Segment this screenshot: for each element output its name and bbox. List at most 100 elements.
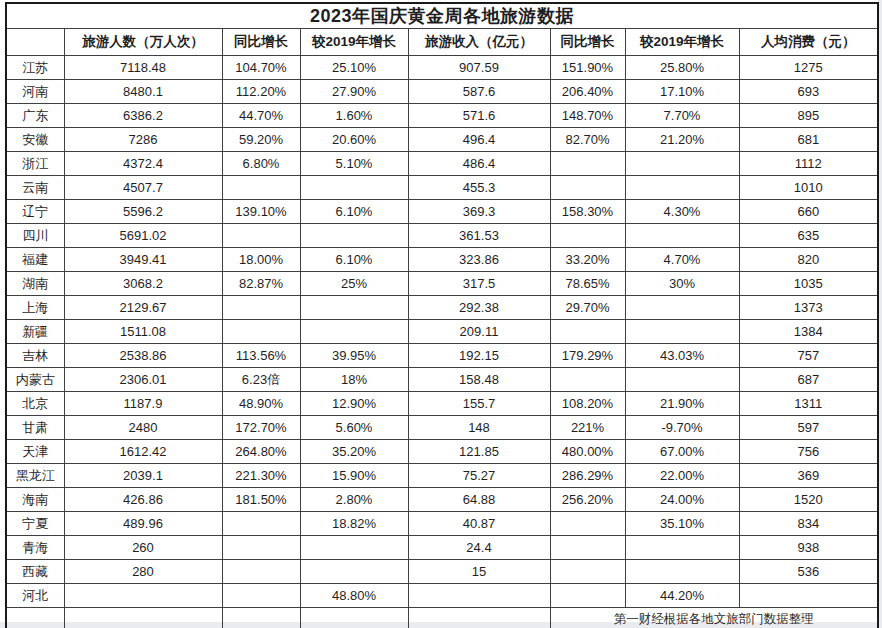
data-cell[interactable]: 22.00% (625, 464, 739, 488)
data-cell[interactable]: 221% (550, 416, 625, 440)
data-cell[interactable]: 78.65% (550, 272, 625, 296)
data-cell[interactable] (300, 560, 408, 584)
data-cell[interactable]: 82.70% (550, 128, 625, 152)
data-cell[interactable] (550, 368, 625, 392)
data-cell[interactable]: 480.00% (550, 440, 625, 464)
data-cell[interactable]: 155.7 (408, 392, 550, 416)
province-cell[interactable]: 宁夏 (6, 512, 64, 536)
data-cell[interactable] (222, 560, 300, 584)
selected-cell[interactable] (6, 608, 64, 628)
data-cell[interactable]: 260 (64, 536, 222, 560)
data-cell[interactable] (625, 560, 739, 584)
data-cell[interactable] (300, 296, 408, 320)
data-cell[interactable] (222, 176, 300, 200)
data-cell[interactable]: 21.20% (625, 128, 739, 152)
data-cell[interactable]: 48.90% (222, 392, 300, 416)
data-cell[interactable]: 2039.1 (64, 464, 222, 488)
data-cell[interactable]: 938 (739, 536, 878, 560)
data-cell[interactable]: 496.4 (408, 128, 550, 152)
province-cell[interactable]: 河北 (6, 584, 64, 608)
data-cell[interactable]: 4372.4 (64, 152, 222, 176)
data-cell[interactable] (300, 224, 408, 248)
data-cell[interactable]: 1612.42 (64, 440, 222, 464)
province-cell[interactable]: 新疆 (6, 320, 64, 344)
data-cell[interactable]: 536 (739, 560, 878, 584)
data-cell[interactable]: 5.60% (300, 416, 408, 440)
data-cell[interactable]: 25.80% (625, 56, 739, 80)
data-cell[interactable]: 151.90% (550, 56, 625, 80)
data-cell[interactable]: 33.20% (550, 248, 625, 272)
data-cell[interactable] (222, 224, 300, 248)
data-cell[interactable]: 30% (625, 272, 739, 296)
data-cell[interactable] (222, 512, 300, 536)
data-cell[interactable]: 158.30% (550, 200, 625, 224)
data-cell[interactable]: 687 (739, 368, 878, 392)
data-cell[interactable]: 292.38 (408, 296, 550, 320)
data-cell[interactable]: 1311 (739, 392, 878, 416)
data-cell[interactable] (550, 176, 625, 200)
data-cell[interactable] (625, 152, 739, 176)
data-cell[interactable]: 907.59 (408, 56, 550, 80)
column-header[interactable]: 较2019年增长 (300, 29, 408, 56)
data-cell[interactable]: 209.11 (408, 320, 550, 344)
data-cell[interactable]: 108.20% (550, 392, 625, 416)
data-cell[interactable]: 2.80% (300, 488, 408, 512)
data-cell[interactable]: 44.20% (625, 584, 739, 608)
data-cell[interactable]: 1.60% (300, 104, 408, 128)
data-cell[interactable]: 571.6 (408, 104, 550, 128)
province-cell[interactable]: 北京 (6, 392, 64, 416)
empty-cell[interactable] (408, 608, 550, 628)
data-cell[interactable] (300, 176, 408, 200)
data-cell[interactable]: 486.4 (408, 152, 550, 176)
province-cell[interactable]: 浙江 (6, 152, 64, 176)
data-cell[interactable]: 35.20% (300, 440, 408, 464)
data-cell[interactable]: 820 (739, 248, 878, 272)
data-cell[interactable]: 1373 (739, 296, 878, 320)
data-cell[interactable]: 1112 (739, 152, 878, 176)
data-cell[interactable]: 756 (739, 440, 878, 464)
data-cell[interactable]: 39.95% (300, 344, 408, 368)
data-cell[interactable] (222, 296, 300, 320)
data-cell[interactable]: 7.70% (625, 104, 739, 128)
province-cell[interactable]: 福建 (6, 248, 64, 272)
data-cell[interactable]: 2538.86 (64, 344, 222, 368)
data-cell[interactable]: 21.90% (625, 392, 739, 416)
data-cell[interactable]: 2306.01 (64, 368, 222, 392)
data-cell[interactable]: 6386.2 (64, 104, 222, 128)
data-cell[interactable]: 286.29% (550, 464, 625, 488)
province-cell[interactable]: 广东 (6, 104, 64, 128)
data-cell[interactable]: 757 (739, 344, 878, 368)
corner-header-cell[interactable] (6, 29, 64, 56)
data-cell[interactable]: 20.60% (300, 128, 408, 152)
data-cell[interactable]: 587.6 (408, 80, 550, 104)
data-cell[interactable]: 1035 (739, 272, 878, 296)
data-cell[interactable]: 361.53 (408, 224, 550, 248)
province-cell[interactable]: 西藏 (6, 560, 64, 584)
data-cell[interactable] (550, 560, 625, 584)
province-cell[interactable]: 安徽 (6, 128, 64, 152)
data-cell[interactable]: 7286 (64, 128, 222, 152)
data-cell[interactable]: 6.23倍 (222, 368, 300, 392)
data-cell[interactable]: 221.30% (222, 464, 300, 488)
province-cell[interactable]: 上海 (6, 296, 64, 320)
data-cell[interactable]: 455.3 (408, 176, 550, 200)
data-cell[interactable]: 112.20% (222, 80, 300, 104)
data-cell[interactable]: 40.87 (408, 512, 550, 536)
column-header[interactable]: 人均消费（元） (739, 29, 878, 56)
data-cell[interactable]: 192.15 (408, 344, 550, 368)
data-cell[interactable]: 5596.2 (64, 200, 222, 224)
data-cell[interactable]: 18.82% (300, 512, 408, 536)
province-cell[interactable]: 天津 (6, 440, 64, 464)
data-cell[interactable]: 369.3 (408, 200, 550, 224)
data-cell[interactable]: 660 (739, 200, 878, 224)
data-cell[interactable]: 27.90% (300, 80, 408, 104)
data-cell[interactable] (550, 152, 625, 176)
data-cell[interactable] (408, 584, 550, 608)
data-cell[interactable]: 18% (300, 368, 408, 392)
province-cell[interactable]: 江苏 (6, 56, 64, 80)
data-cell[interactable]: 8480.1 (64, 80, 222, 104)
data-cell[interactable]: 179.29% (550, 344, 625, 368)
empty-cell[interactable] (300, 608, 408, 628)
data-cell[interactable]: 280 (64, 560, 222, 584)
data-cell[interactable]: 15 (408, 560, 550, 584)
